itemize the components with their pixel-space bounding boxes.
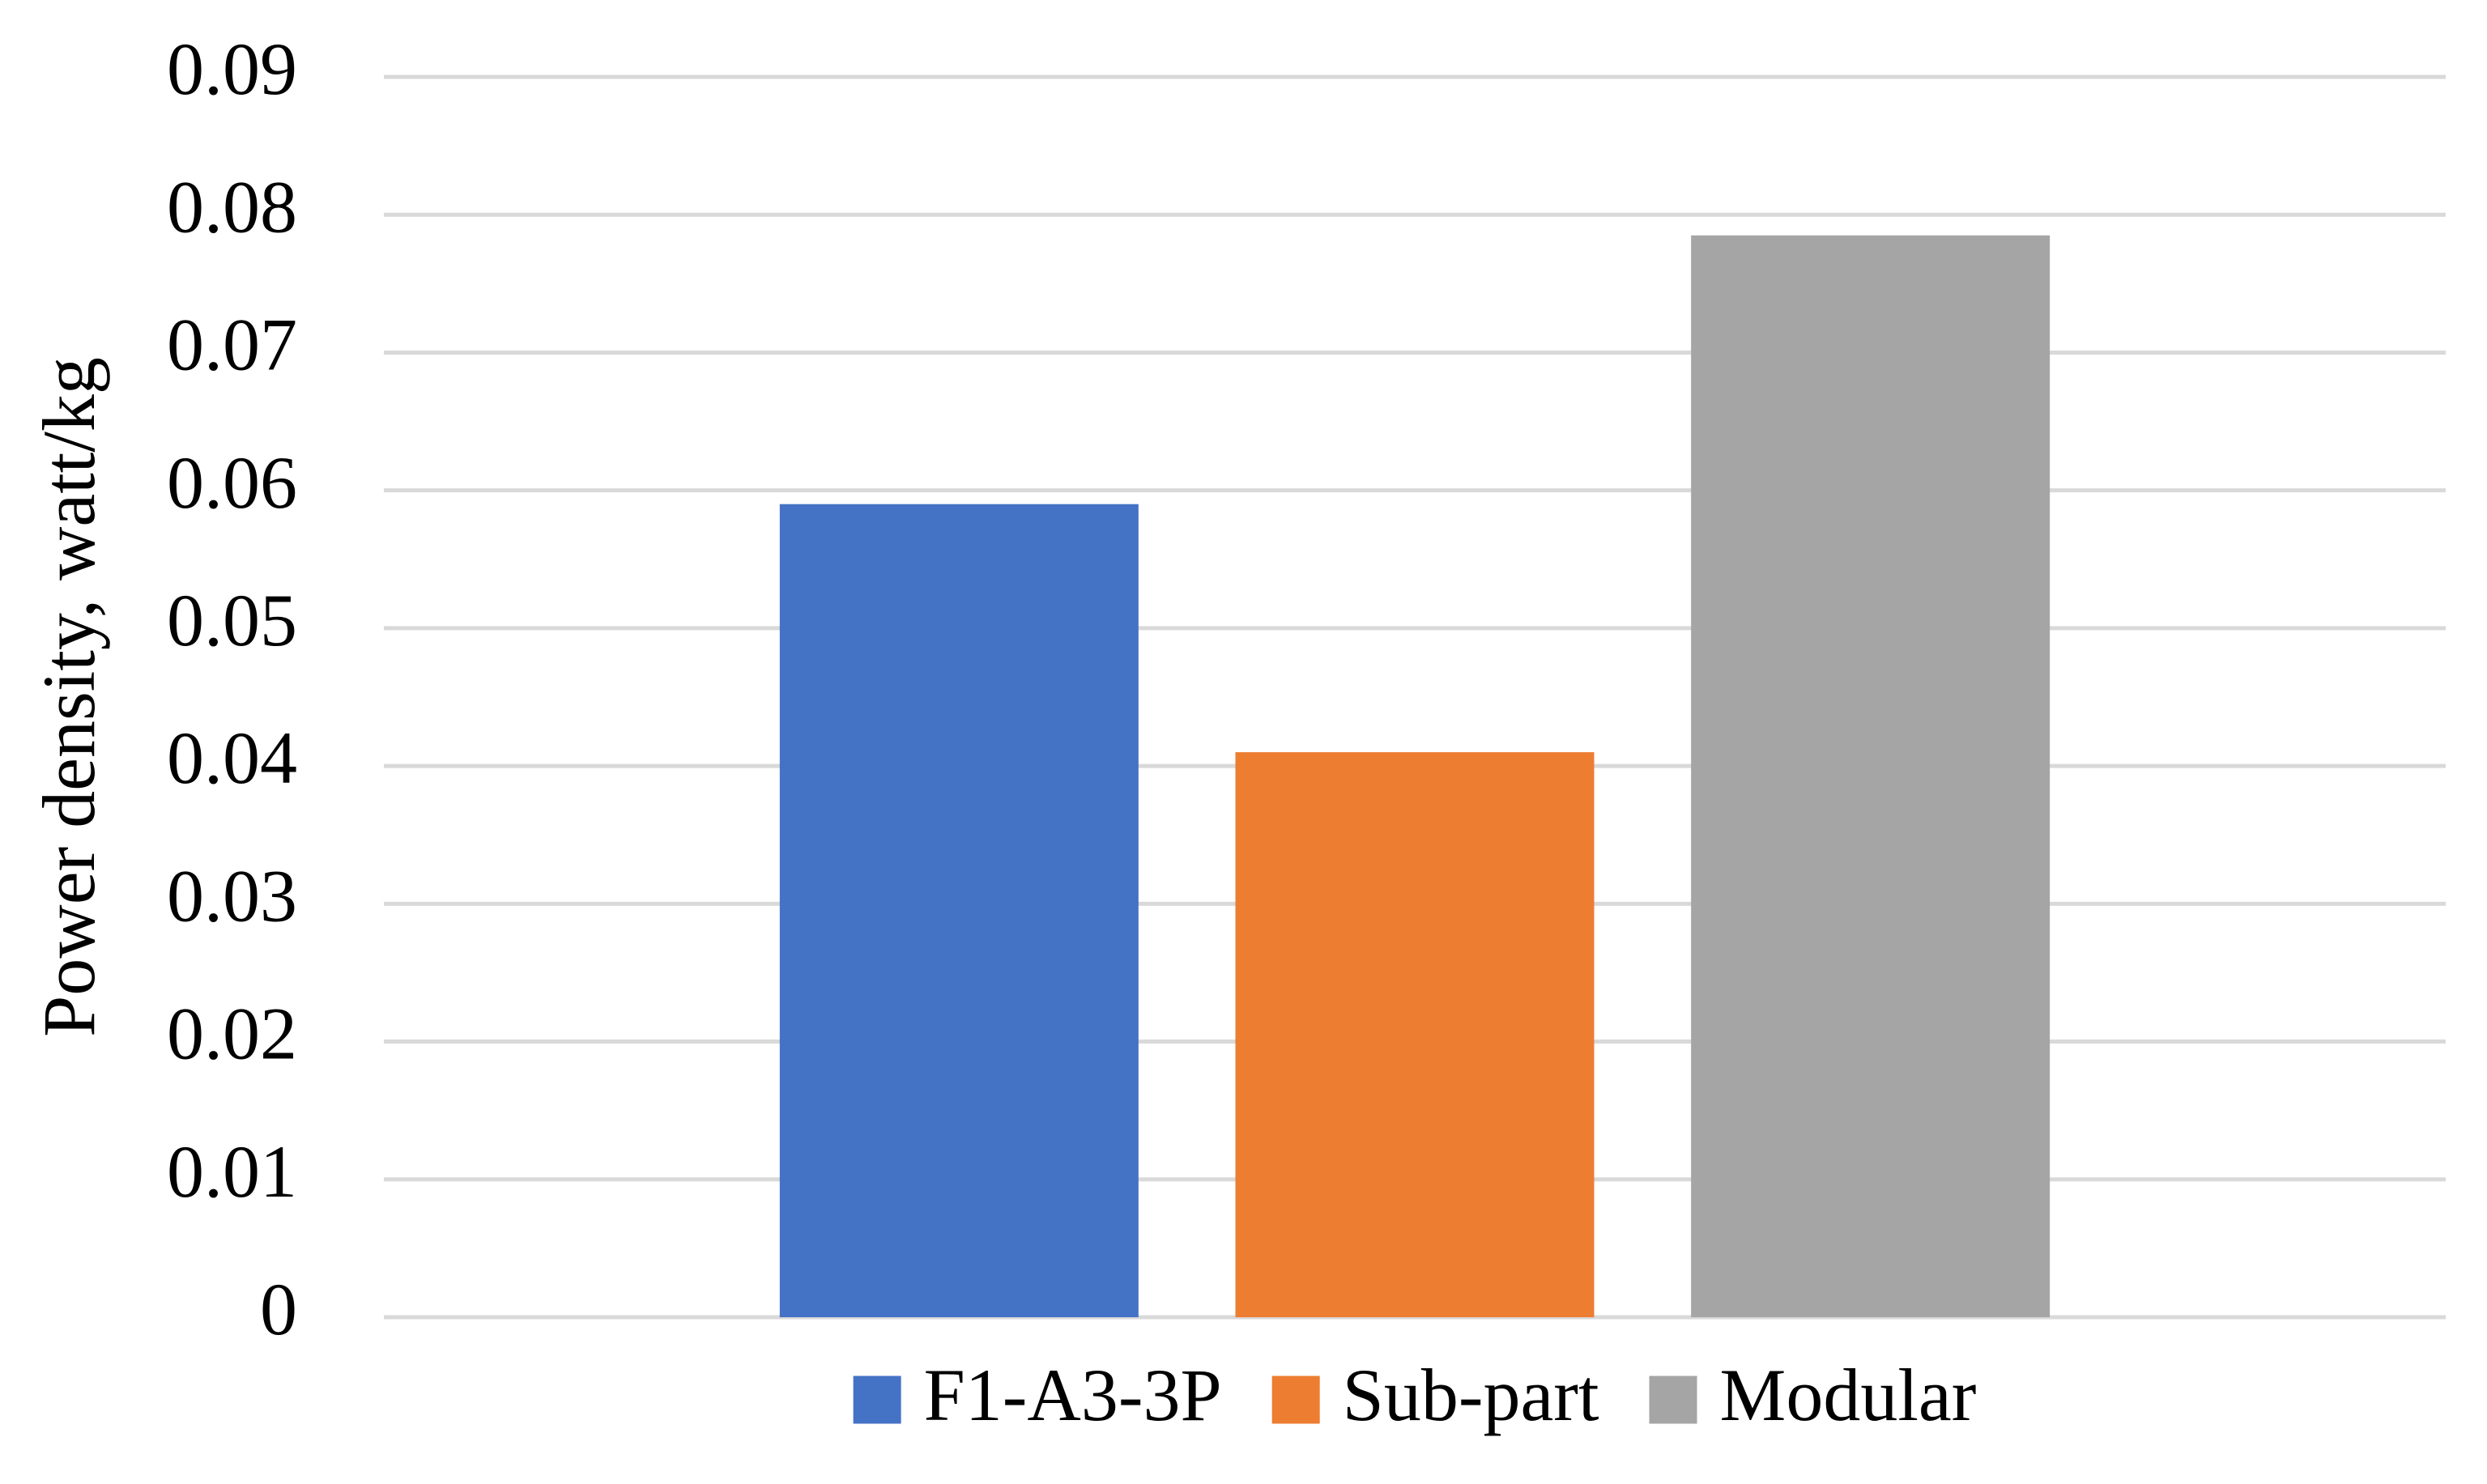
bar xyxy=(1691,235,2050,1317)
y-tick-label: 0 xyxy=(260,1268,297,1350)
legend-label: Sub-part xyxy=(1343,1354,1599,1436)
y-tick-label: 0.09 xyxy=(167,28,297,110)
y-axis-label: Power density, watt/kg xyxy=(28,357,110,1037)
y-tick-label: 0.05 xyxy=(167,579,297,661)
legend-label: F1-A3-3P xyxy=(924,1354,1222,1436)
legend-swatch xyxy=(853,1376,901,1424)
legend-label: Modular xyxy=(1720,1354,1977,1436)
y-tick-label: 0.01 xyxy=(167,1130,297,1213)
bar xyxy=(1235,752,1595,1317)
y-tick-label: 0.03 xyxy=(167,854,297,937)
y-tick-label: 0.04 xyxy=(167,716,297,799)
legend-swatch xyxy=(1649,1376,1697,1424)
y-tick-label: 0.06 xyxy=(167,441,297,524)
legend-swatch xyxy=(1271,1376,1320,1424)
y-tick-label: 0.08 xyxy=(167,165,297,248)
bar xyxy=(779,504,1139,1317)
y-tick-label: 0.02 xyxy=(167,993,297,1075)
y-tick-label: 0.07 xyxy=(167,304,297,386)
